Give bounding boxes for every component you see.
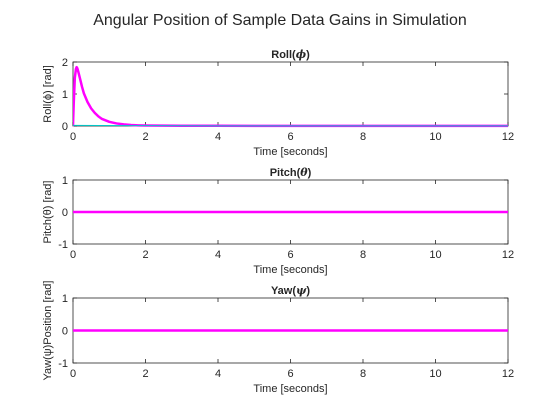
pitch-xtick-label: 6 <box>287 249 293 261</box>
yaw-xtick-label: 6 <box>287 368 293 380</box>
figure-title: Angular Position of Sample Data Gains in… <box>93 12 467 29</box>
pitch-xtick-label: 8 <box>360 249 366 261</box>
pitch-ytick-label: -1 <box>58 239 68 251</box>
roll-xlabel: Time [seconds] <box>253 146 327 158</box>
pitch-axes-title-paren-close: ) <box>308 167 312 179</box>
pitch-ytick-label: 1 <box>62 175 68 187</box>
pitch-xtick-label: 0 <box>70 249 76 261</box>
roll-axes-title-paren: ( <box>292 49 296 61</box>
pitch-ylabel: Pitch(θ) [rad] <box>42 181 54 244</box>
roll-axes-title-symbol: ϕ <box>296 48 307 61</box>
yaw-ytick-label: 0 <box>62 326 68 338</box>
yaw-xtick-label: 10 <box>429 368 441 380</box>
yaw-axes-title-text: Yaw <box>271 285 293 297</box>
yaw-axes-title-paren-close: ) <box>306 285 310 297</box>
pitch-xlabel: Time [seconds] <box>253 264 327 276</box>
roll-xtick-label: 0 <box>70 131 76 143</box>
roll-ylabel: Roll(ϕ) [rad] <box>42 65 54 123</box>
pitch-axes-title-symbol: θ <box>300 166 308 179</box>
yaw-ytick-label: 1 <box>62 293 68 305</box>
pitch-axes-title-text: Pitch <box>270 167 297 179</box>
pitch-ytick-label: 0 <box>62 207 68 219</box>
yaw-xtick-label: 2 <box>142 368 148 380</box>
roll-xtick-label: 6 <box>287 131 293 143</box>
yaw-xtick-label: 12 <box>502 368 514 380</box>
pitch-xtick-label: 10 <box>429 249 441 261</box>
yaw-ytick-label: -1 <box>58 358 68 370</box>
yaw-axes-title: Yaw(ψ) <box>271 284 310 297</box>
yaw-axes-title-paren: ( <box>292 285 296 297</box>
roll-axes-title-paren-close: ) <box>306 49 310 61</box>
roll-xtick-label: 8 <box>360 131 366 143</box>
pitch-axes-title: Pitch(θ) <box>270 166 312 179</box>
pitch-xtick-label: 2 <box>142 249 148 261</box>
yaw-xlabel: Time [seconds] <box>253 383 327 395</box>
yaw-xtick-label: 8 <box>360 368 366 380</box>
roll-ytick-label: 1 <box>62 89 68 101</box>
roll-xtick-label: 2 <box>142 131 148 143</box>
roll-axes-title: Roll(ϕ) <box>271 48 310 61</box>
pitch-axes-title-paren: ( <box>297 167 301 179</box>
pitch-xtick-label: 12 <box>502 249 514 261</box>
roll-xtick-label: 10 <box>429 131 441 143</box>
roll-axes-title-text: Roll <box>271 49 292 61</box>
pitch-xtick-label: 4 <box>215 249 221 261</box>
yaw-xtick-label: 4 <box>215 368 221 380</box>
roll-plot-area <box>72 61 509 127</box>
yaw-xtick-label: 0 <box>70 368 76 380</box>
yaw-axes-title-symbol: ψ <box>296 284 307 297</box>
roll-xtick-label: 4 <box>215 131 221 143</box>
roll-ytick-label: 2 <box>62 57 68 69</box>
yaw-ylabel: Yaw(ψ)Position [rad] <box>42 281 54 381</box>
roll-xtick-label: 12 <box>502 131 514 143</box>
roll-ytick-label: 0 <box>62 121 68 133</box>
